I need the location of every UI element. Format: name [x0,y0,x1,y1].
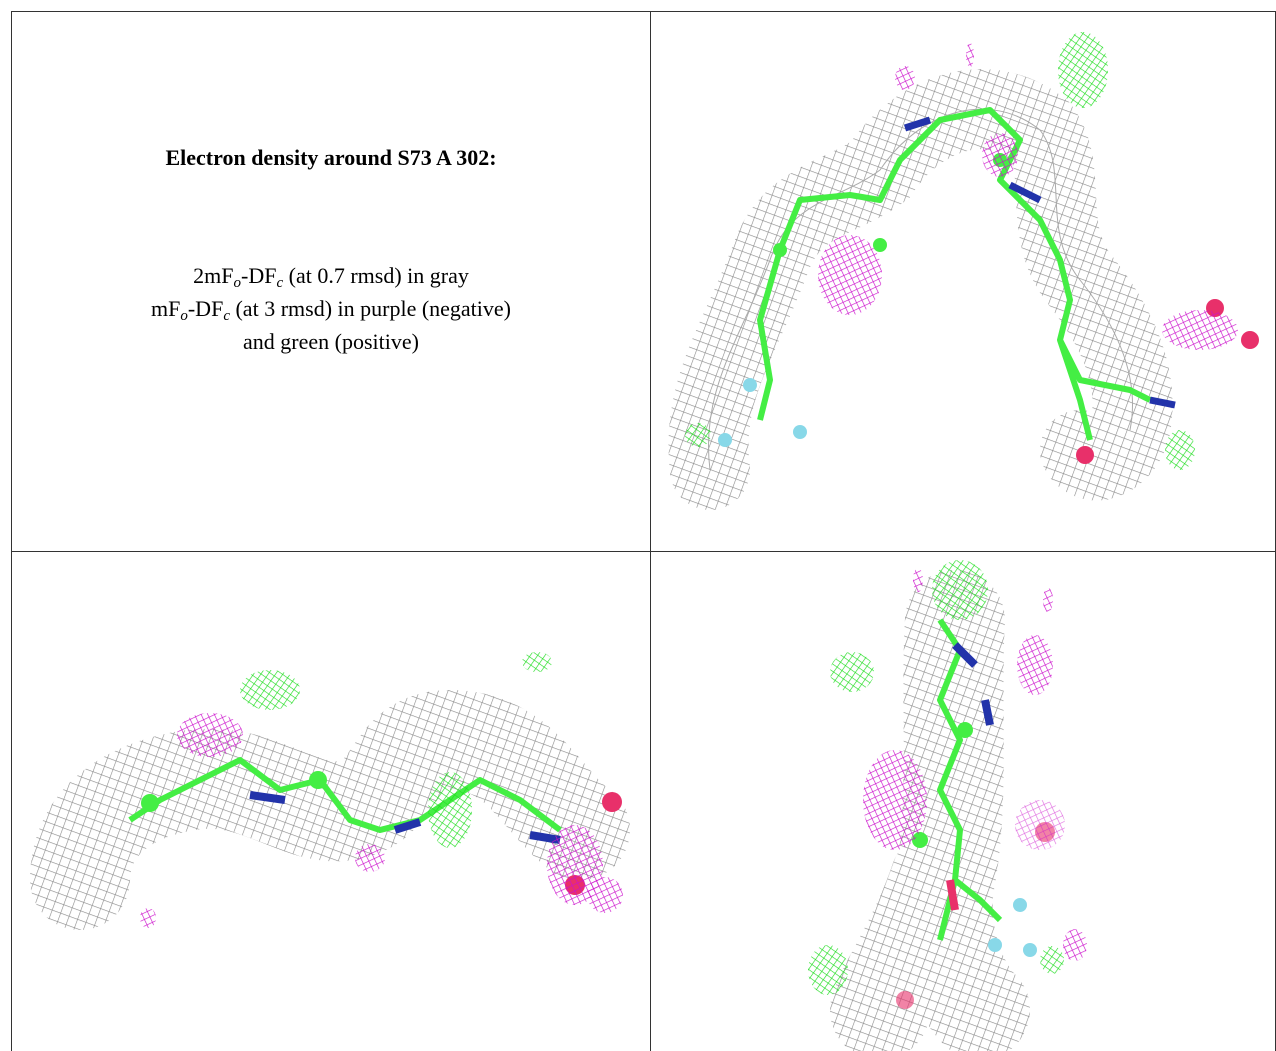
negative-density [863,750,927,850]
caption-cell: Electron density around S73 A 302: 2mFo-… [12,12,650,550]
caption-title: Electron density around S73 A 302: [165,145,497,170]
subscript: c [276,275,284,291]
positive-density [1058,32,1108,108]
negative-density [177,713,243,757]
positive-density [1040,946,1064,974]
text: 2mF [193,263,234,288]
subscript: o [180,308,188,324]
text: -DF [187,296,224,321]
gray-density [30,689,630,930]
text: mF [151,296,181,321]
subscript: o [233,275,242,291]
oxygen [896,991,914,1009]
column-divider [650,11,651,1051]
negative-density [1015,800,1065,850]
caption-line: mFo-DFc (at 3 rmsd) in purple (negative) [12,292,650,325]
nitrogen [903,116,1176,409]
positive-density [428,772,472,848]
negative-density [1043,588,1053,612]
fluorine [1023,943,1037,957]
atom [141,794,159,812]
text: -DF [241,263,277,288]
atom [957,722,973,738]
atom [773,243,787,257]
fluorine [718,433,732,447]
caption-line: 2mFo-DFc (at 0.7 rmsd) in gray [12,259,650,292]
panel-bottom-left [30,652,630,930]
negative-density [895,66,915,90]
oxygen [602,792,622,812]
row-divider [11,551,1276,552]
negative-density [1063,929,1087,961]
oxygen [1076,446,1094,464]
positive-density [830,652,874,692]
positive-density [1165,430,1195,470]
model-bonds [128,757,562,833]
atom [873,238,887,252]
fluorine [743,378,757,392]
atom [309,771,327,789]
text: (at 3 rmsd) in purple (negative) [229,296,511,321]
negative-density [818,235,882,315]
positive-density [932,560,988,620]
fluorine [988,938,1002,952]
negative-density [913,568,923,592]
negative-density [982,133,1018,177]
negative-density [547,825,603,905]
positive-density [240,670,300,710]
nitrogen [952,642,994,726]
negative-density [587,877,623,913]
panel-top-right [668,32,1259,510]
gray-density [830,570,1030,1051]
text: and green (positive) [243,329,419,354]
negative-density [1162,310,1238,350]
negative-density [355,844,385,872]
positive-density [522,652,552,672]
negative-density [1017,635,1053,695]
negative-density [966,43,974,67]
caption-line: and green (positive) [12,325,650,358]
caption-lines: 2mFo-DFc (at 0.7 rmsd) in gray mFo-DFc (… [12,259,650,358]
text: (at 0.7 rmsd) in gray [283,263,469,288]
fluorine [793,425,807,439]
oxygen-bond [946,879,959,911]
positive-density [685,423,711,447]
positive-density [808,945,848,995]
panel-bottom-right [808,560,1087,1051]
oxygen [1241,331,1259,349]
subscript: c [223,308,230,324]
fluorine [1013,898,1027,912]
negative-density [140,908,156,928]
